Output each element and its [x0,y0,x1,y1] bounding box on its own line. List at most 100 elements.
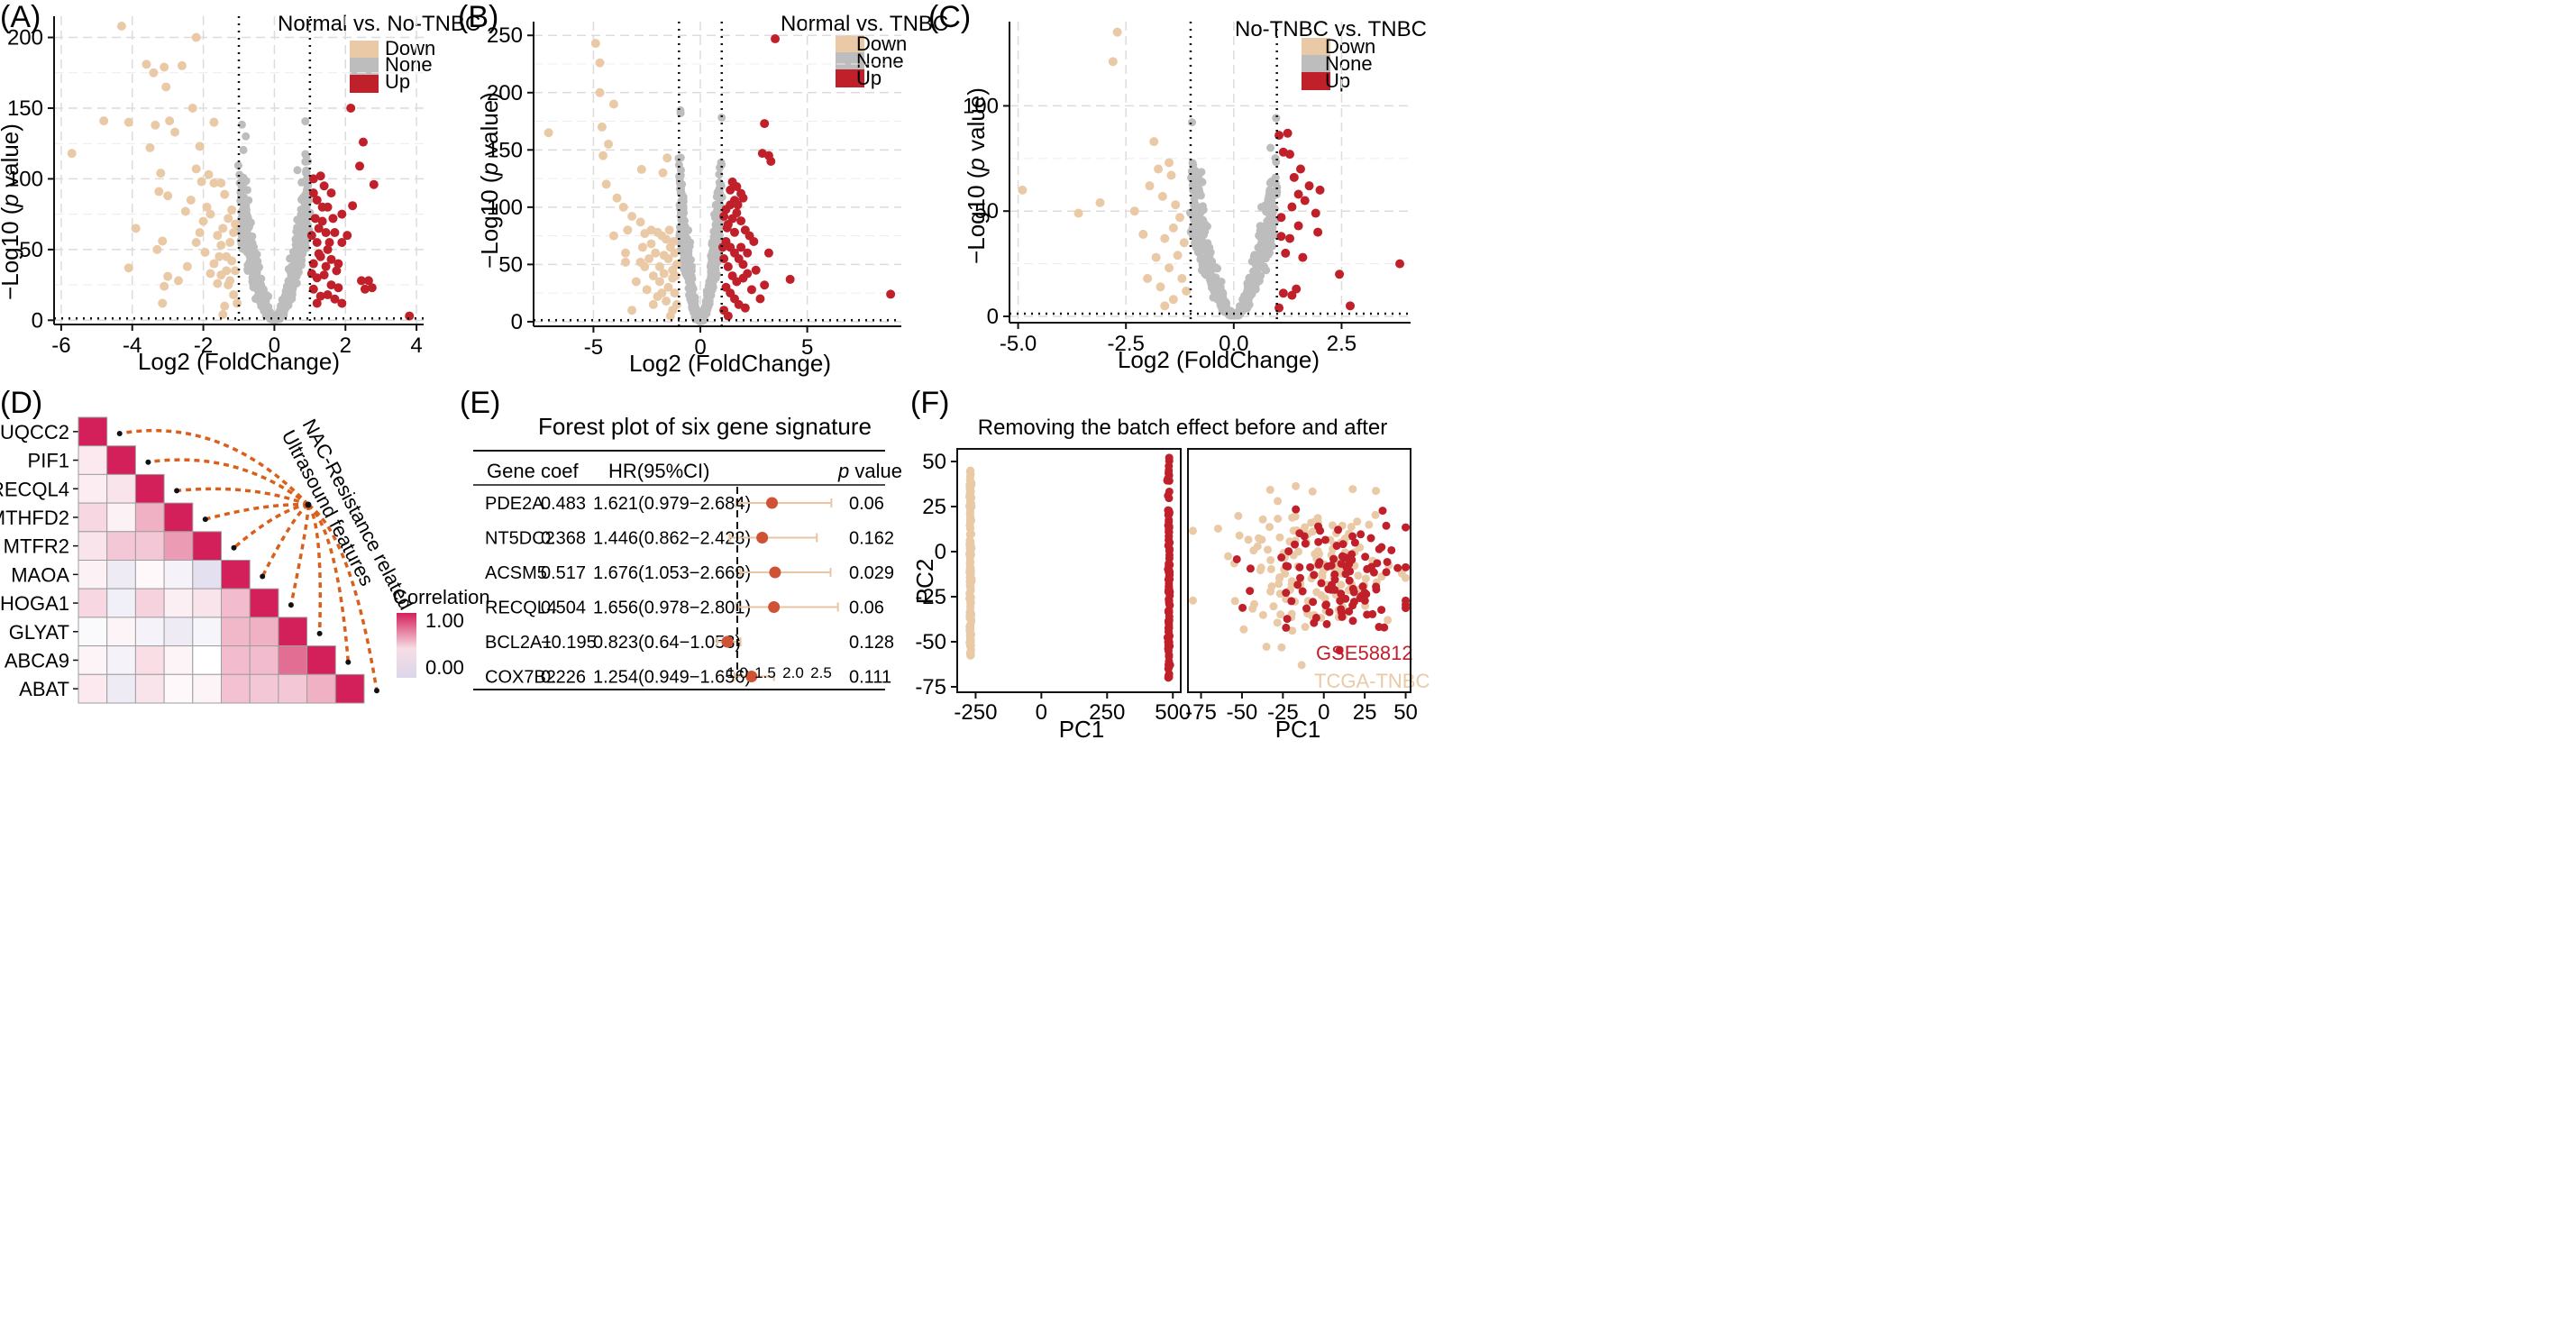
none-point [239,200,248,209]
down-point [648,271,658,281]
none-point [242,226,251,235]
forest-pvalue: 0.162 [849,529,894,549]
none-point [716,194,725,203]
up-point [330,294,340,304]
forest-gene: COX7B2 [485,668,556,688]
x-tick-label: -2 [194,334,213,358]
up-point [321,228,331,238]
down-point [1175,213,1185,223]
x-tick-label: 500 [1155,700,1191,725]
tcga-point [967,516,976,525]
up-point [333,283,343,293]
tcga-point [1313,546,1322,555]
tcga-point [1276,610,1285,619]
down-point [623,225,633,235]
tcga-point [1337,580,1346,589]
none-point [302,188,311,197]
legend-down-label: Down [1325,35,1375,58]
down-point [601,179,611,189]
down-point [131,224,141,233]
down-point [612,193,622,203]
tcga-point [1274,497,1283,506]
none-point [1259,240,1268,249]
tcga-point [966,563,975,572]
up-point [740,303,750,313]
x-tick-label: -25 [1267,700,1299,725]
down-point [659,251,669,260]
x-tick-label: 250 [1089,700,1125,725]
none-point [301,157,310,166]
y-tick-label: 200 [7,26,43,50]
up-point [367,283,377,293]
up-point [323,290,333,300]
gse-point [1301,539,1310,548]
up-point [323,244,333,254]
gse-point [1360,596,1369,605]
up-point [337,238,347,248]
annotation-curve [176,487,309,507]
down-point [662,234,671,244]
none-point [1197,224,1206,233]
none-point [1249,268,1258,277]
heatmap-cell [221,673,251,704]
gse-point [1165,508,1174,517]
tcga-point [1329,521,1338,530]
down-point [200,247,210,257]
down-point [659,269,669,279]
heatmap-cell [249,588,279,618]
tcga-point [964,550,973,559]
down-points [544,39,681,321]
down-point [1160,301,1170,311]
y-tick-label: 0 [987,305,999,329]
tcga-point [1354,571,1363,580]
up-point [732,208,742,218]
gse-point [1298,587,1307,596]
heatmap-cell [78,673,108,704]
x-tick-label: 0 [269,334,280,358]
none-point [1188,118,1197,127]
none-point [1191,200,1200,209]
gse-point [1402,562,1411,571]
down-point [215,251,224,261]
none-point [1196,245,1205,254]
heatmap-cell [134,473,165,504]
up-point [317,216,327,226]
up-points [306,103,415,321]
down-point [621,257,630,267]
down-point [160,281,169,291]
pca-title: Removing the batch effect before and aft… [978,416,1388,440]
down-point [180,206,190,216]
forest-hr: 1.676(1.053−2.669) [593,563,751,583]
up-point [719,212,729,222]
tcga-point [966,543,975,552]
gse-point [1402,600,1411,609]
down-point [224,214,233,224]
none-point [1250,256,1259,265]
forest-hr: 1.254(0.949−1.656) [593,668,751,688]
up-point [736,216,746,226]
up-points [717,34,896,321]
gse-point [1292,505,1301,514]
tcga-point [1308,487,1317,496]
down-point [1156,282,1165,292]
none-point [1271,154,1280,163]
tcga-point [966,574,975,583]
down-point [227,256,237,266]
none-point [297,178,306,187]
none-point [1196,255,1205,264]
forest-point [756,532,769,544]
gse-point [1338,612,1347,621]
forest-gene: ACSM5 [485,563,547,583]
down-point [637,242,647,252]
pca-before-xlabel: PC1 [1059,716,1105,743]
none-point [707,291,716,300]
none-point [1199,206,1208,215]
forest-header-gene: Gene [487,460,535,482]
down-point [635,257,645,267]
down-point [187,103,197,113]
gse-point [1378,507,1387,516]
gse-point [1287,597,1296,606]
down-point [163,191,173,201]
legend-up-label: Up [385,70,410,93]
down-point [595,87,605,97]
